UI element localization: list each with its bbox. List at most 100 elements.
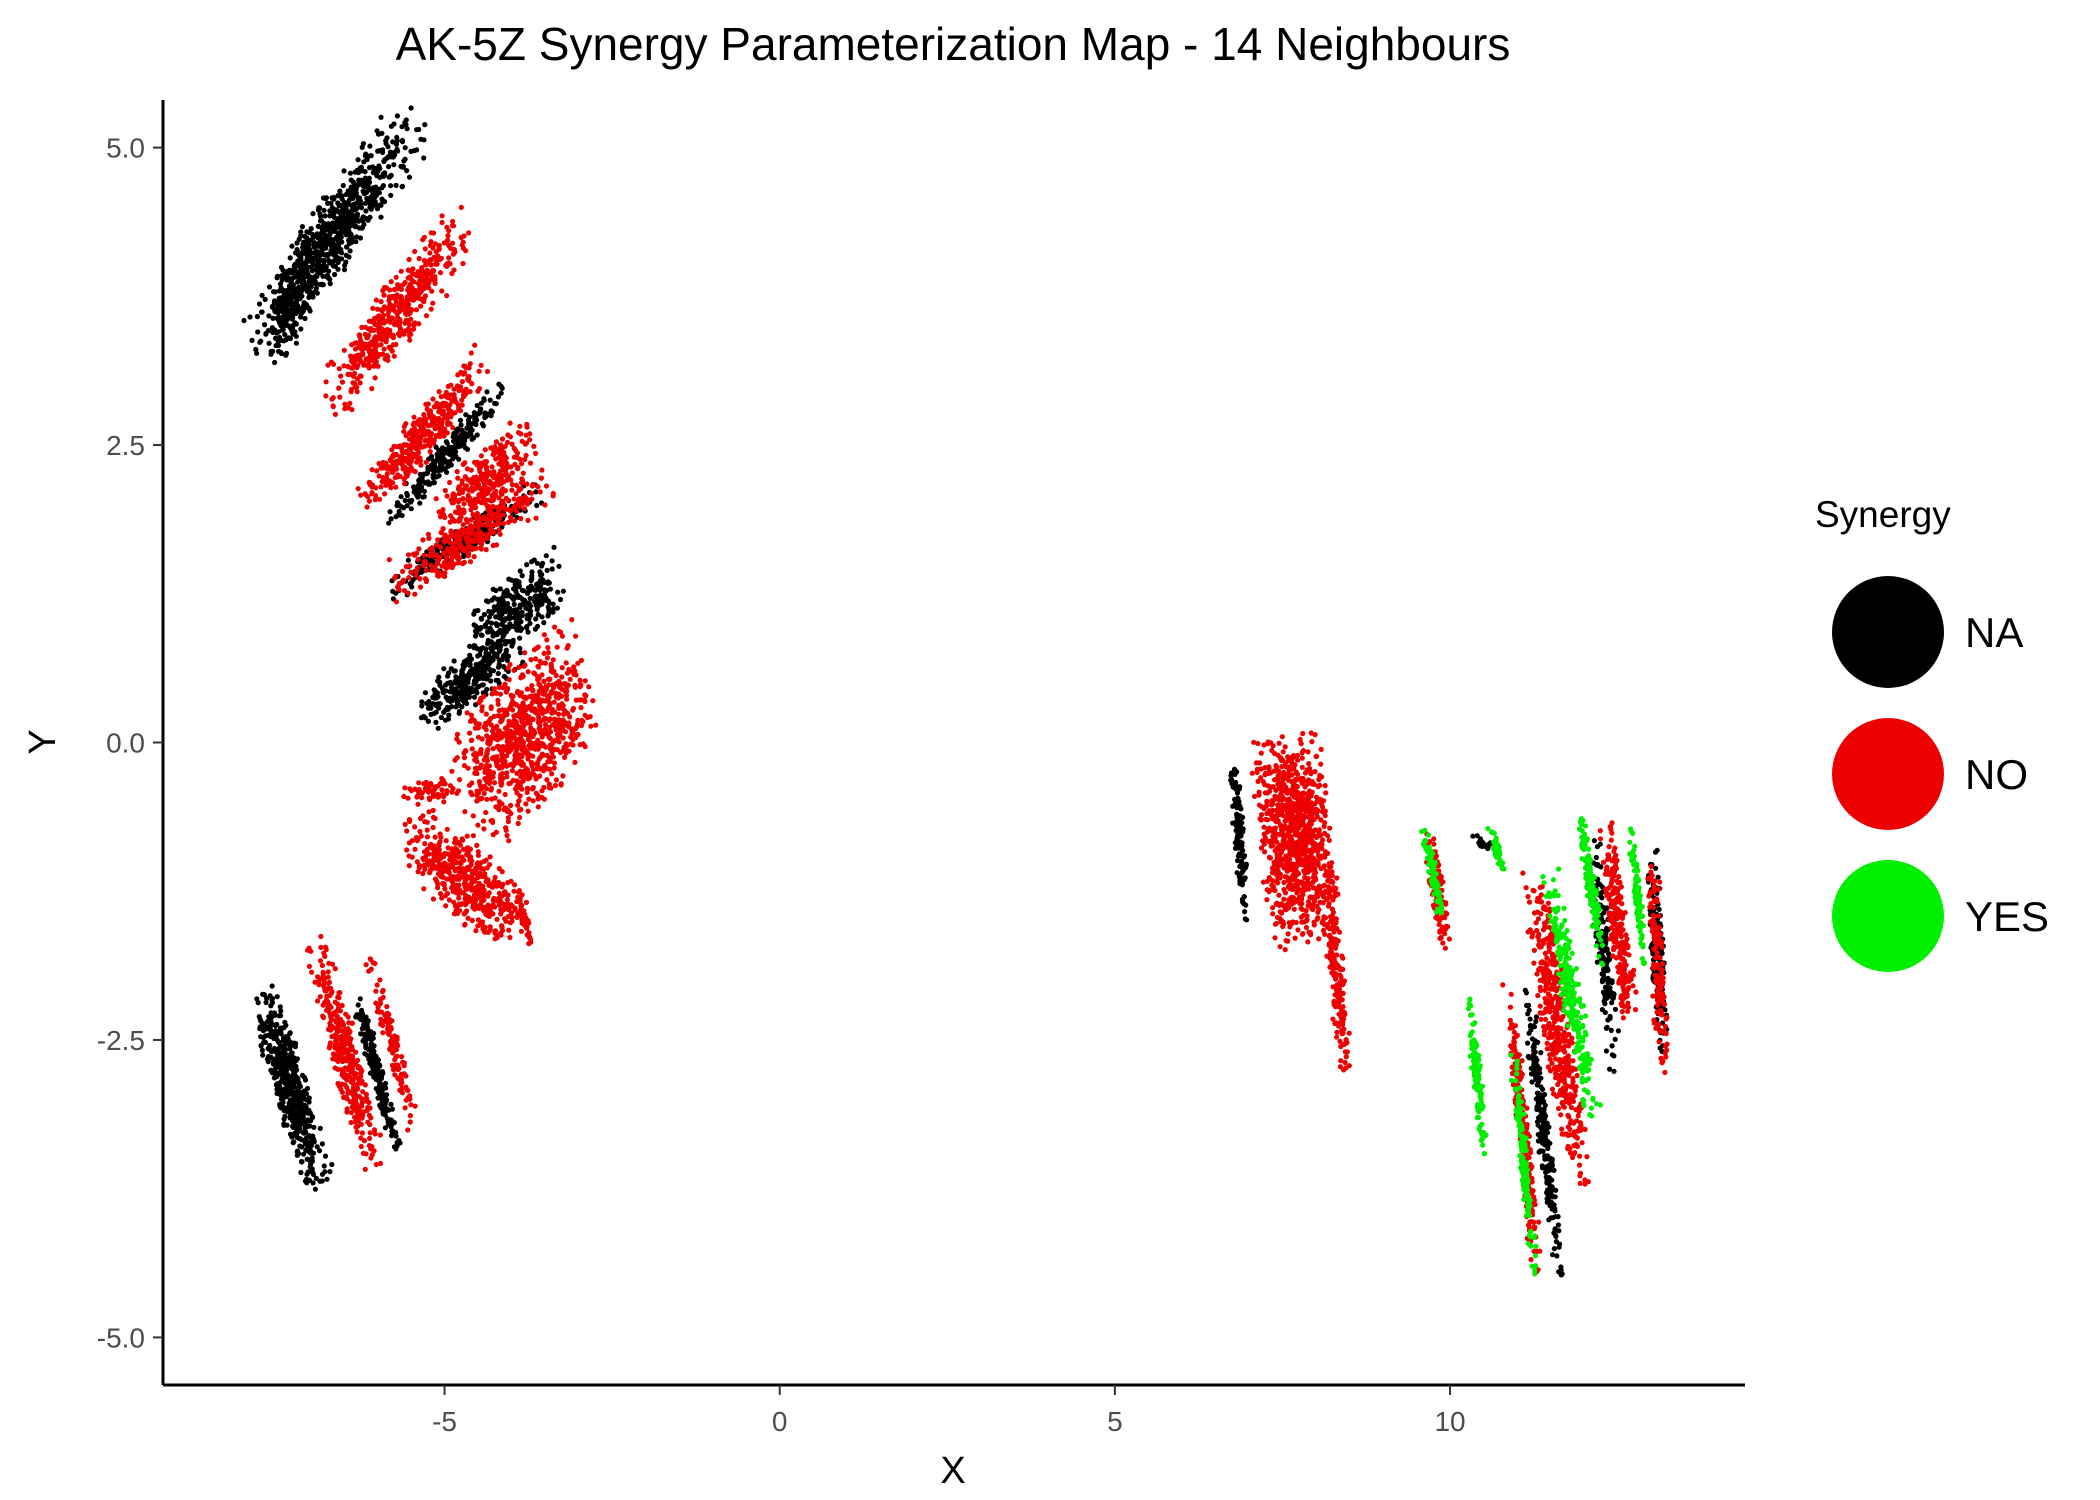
data-point [360, 1012, 366, 1019]
data-point [588, 723, 594, 729]
data-point [362, 169, 368, 175]
data-point [400, 164, 406, 170]
data-point [359, 144, 365, 150]
data-point [422, 293, 428, 299]
data-point [542, 502, 548, 508]
data-point [297, 296, 303, 302]
data-point [295, 258, 301, 264]
data-point [301, 1151, 307, 1157]
data-point [406, 256, 412, 263]
data-point [460, 371, 466, 377]
data-point [368, 1060, 374, 1066]
data-point [416, 546, 422, 552]
data-point [376, 324, 382, 330]
data-point [289, 243, 295, 249]
data-point [282, 332, 288, 338]
data-point [508, 508, 514, 514]
data-point [407, 274, 413, 280]
data-point [425, 531, 431, 537]
data-point [371, 358, 377, 364]
data-point [504, 601, 511, 607]
data-point [416, 255, 422, 262]
data-point [278, 264, 285, 270]
data-point [464, 446, 471, 452]
data-point [379, 479, 385, 485]
data-point [377, 315, 383, 321]
data-point [421, 155, 427, 161]
data-point [525, 629, 531, 635]
data-point [464, 678, 470, 685]
data-point [283, 290, 289, 296]
data-point [408, 105, 414, 111]
data-point [468, 499, 474, 505]
data-point [365, 217, 371, 223]
data-point [408, 148, 414, 154]
data-point [436, 473, 442, 479]
data-point [440, 456, 446, 462]
data-point [468, 507, 474, 513]
data-point [459, 671, 465, 678]
data-point [466, 230, 472, 236]
data-point [269, 996, 275, 1002]
data-point [527, 604, 533, 610]
data-point [373, 485, 379, 491]
data-point [304, 1156, 310, 1162]
data-point [507, 420, 513, 426]
data-point [516, 583, 522, 589]
data-point [310, 211, 316, 217]
data-point [344, 191, 350, 197]
data-point [421, 234, 427, 240]
data-point [490, 542, 496, 549]
data-point [393, 182, 399, 188]
data-point [506, 639, 512, 645]
data-point [493, 606, 499, 612]
data-point [434, 433, 440, 439]
data-point [325, 200, 331, 206]
data-point [253, 346, 259, 353]
data-point [354, 234, 360, 240]
data-point [427, 449, 433, 455]
data-point [520, 601, 526, 607]
data-point [431, 480, 437, 486]
data-point [335, 217, 341, 224]
data-point [533, 602, 539, 608]
data-point [271, 1045, 278, 1052]
data-point [524, 481, 530, 487]
data-point [459, 481, 465, 487]
data-point [451, 267, 457, 273]
data-point [434, 257, 440, 263]
data-point [549, 558, 555, 564]
data-point [414, 459, 420, 465]
data-point [488, 526, 494, 532]
data-point [463, 412, 469, 418]
data-point [341, 199, 347, 205]
data-point [354, 183, 360, 189]
data-point [266, 313, 272, 319]
data-point [444, 237, 451, 243]
data-point [1537, 1066, 1543, 1072]
data-point [256, 301, 263, 307]
data-point [402, 481, 408, 487]
data-point [287, 335, 293, 342]
data-point [499, 385, 505, 391]
data-point [241, 317, 247, 324]
data-point [326, 236, 332, 242]
data-point [470, 666, 476, 672]
data-point [289, 1053, 295, 1059]
data-point [440, 550, 447, 556]
data-point [277, 1101, 283, 1107]
data-point [426, 698, 432, 705]
data-point [505, 605, 512, 611]
data-point [335, 266, 341, 272]
data-point [537, 489, 543, 495]
data-point [535, 804, 541, 810]
data-point [434, 261, 440, 267]
data-point [321, 1163, 327, 1169]
data-point [274, 1074, 280, 1080]
data-point [296, 1094, 302, 1100]
data-point [1608, 1027, 1614, 1033]
data-point [405, 466, 411, 472]
data-point [447, 479, 453, 486]
data-point [445, 261, 451, 267]
data-point [390, 342, 396, 348]
